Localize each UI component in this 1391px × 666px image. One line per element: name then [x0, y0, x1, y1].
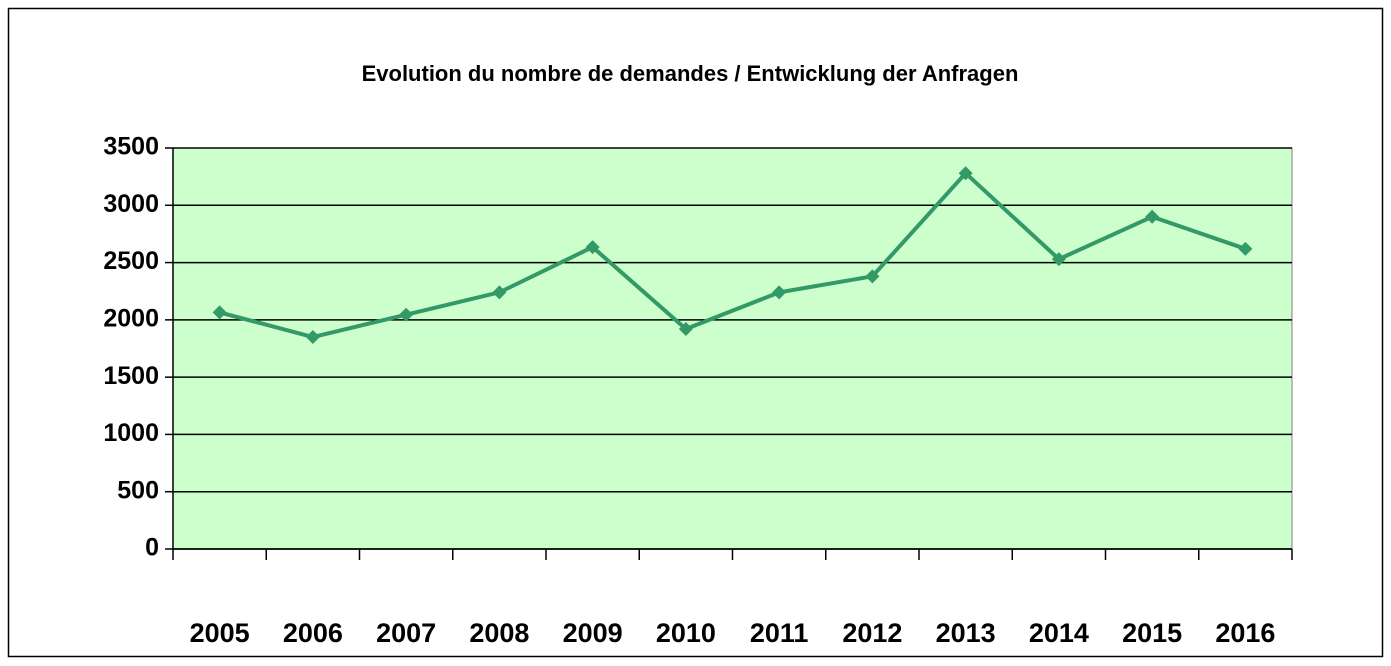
data-point [399, 307, 414, 322]
data-point [585, 240, 600, 255]
data-point [958, 166, 973, 181]
data-point [1238, 241, 1253, 256]
x-tick-label: 2008 [469, 618, 529, 648]
x-tick-label: 2015 [1122, 618, 1182, 648]
y-tick-label: 2000 [103, 304, 159, 332]
y-tick-label: 1500 [103, 362, 159, 390]
data-point [678, 322, 693, 337]
data-line [219, 171, 1247, 340]
y-tick-label: 3500 [103, 133, 159, 161]
y-tick-label: 0 [145, 534, 159, 562]
x-tick-label: 2005 [190, 618, 250, 648]
y-tick-label: 3000 [103, 190, 159, 218]
data-point [1145, 209, 1160, 224]
x-tick-label: 2009 [563, 618, 623, 648]
data-point [1051, 252, 1066, 267]
x-tick-label: 2011 [750, 618, 809, 648]
data-point [492, 285, 507, 300]
x-tick-label: 2016 [1215, 618, 1275, 648]
data-point [772, 285, 787, 300]
plot-area [172, 147, 1293, 550]
data-point [212, 305, 227, 320]
data-point [305, 330, 320, 345]
x-tick-label: 2006 [283, 618, 343, 648]
y-tick-label: 500 [117, 476, 159, 504]
x-tick-label: 2007 [376, 618, 436, 648]
x-tick-label: 2012 [842, 618, 902, 648]
y-tick-label: 2500 [103, 247, 159, 275]
chart-title: Evolution du nombre de demandes / Entwic… [362, 61, 1019, 86]
x-tick-label: 2013 [936, 618, 996, 648]
x-tick-label: 2014 [1029, 618, 1089, 648]
data-point [865, 269, 880, 284]
x-tick-label: 2010 [656, 618, 716, 648]
y-tick-label: 1000 [103, 419, 159, 447]
